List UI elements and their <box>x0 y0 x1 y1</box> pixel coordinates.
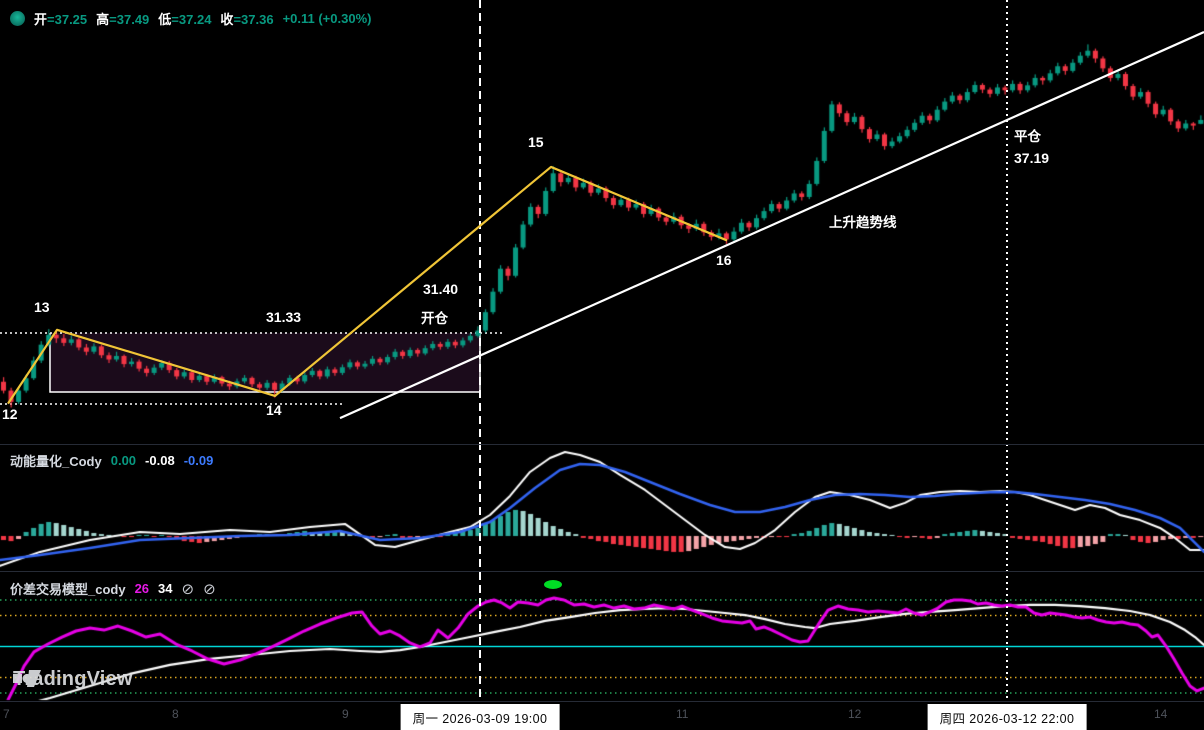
spread-title[interactable]: 价差交易模型_cody <box>10 582 126 597</box>
wave-point-15-label[interactable]: 15 <box>528 134 544 150</box>
tradingview-logo-text: TradingView <box>13 668 133 690</box>
wave-point-14-label[interactable]: 14 <box>266 402 282 418</box>
time-axis-separator <box>0 701 1204 702</box>
wave-point-16-label[interactable]: 16 <box>716 252 732 268</box>
ohlc-close: 收=37.36 <box>220 12 274 27</box>
box-top-price-label[interactable]: 31.33 <box>266 309 302 325</box>
wave-point-13-label[interactable]: 13 <box>34 299 50 315</box>
ohlc-change: +0.11 (+0.30%) <box>282 11 372 26</box>
momentum-value-slow: -0.09 <box>183 453 214 468</box>
wave-point-12-label[interactable]: 12 <box>2 406 18 422</box>
time-axis-tick[interactable]: 11 <box>676 707 689 721</box>
ohlc-high: 高=37.49 <box>96 12 150 27</box>
pane-separator[interactable] <box>0 571 1204 572</box>
series-icon[interactable] <box>10 11 25 26</box>
hidden-value-icon: ⊘ <box>203 580 216 598</box>
time-axis-tick[interactable]: 14 <box>1154 707 1168 721</box>
open-position-label[interactable]: 开仓 <box>421 311 448 326</box>
momentum-value-fast: -0.08 <box>145 453 175 468</box>
uptrend-line[interactable] <box>339 30 1204 420</box>
exit-price-label[interactable]: 37.19 <box>1014 150 1050 166</box>
entry-price-label[interactable]: 31.40 <box>423 281 459 297</box>
time-axis-tick[interactable]: 12 <box>848 707 862 721</box>
ohlc-low: 低=37.24 <box>158 12 212 27</box>
time-axis-tick[interactable]: 8 <box>172 707 179 721</box>
ohlc-legend: 开=37.25 高=37.49 低=37.24 收=37.36 +0.11 (+… <box>10 9 371 28</box>
close-position-label[interactable]: 平仓 <box>1014 129 1041 144</box>
tradingview-logo-icon <box>13 670 41 687</box>
crosshair-time-label: 周四 2026-03-12 22:00 <box>927 704 1087 730</box>
crosshair-time-label: 周一 2026-03-09 19:00 <box>400 704 560 730</box>
spread-param-2: 34 <box>158 581 173 596</box>
spread-legend: 价差交易模型_cody 26 34 ⊘ ⊘ <box>10 579 216 598</box>
time-axis-tick[interactable]: 9 <box>342 707 349 721</box>
pane-separator[interactable] <box>0 444 1204 445</box>
momentum-title[interactable]: 动能量化_Cody <box>10 454 102 469</box>
momentum-value-hist: 0.00 <box>110 453 137 468</box>
zigzag-wave-line[interactable] <box>7 165 728 405</box>
spread-param-1: 26 <box>134 581 150 596</box>
time-axis-tick[interactable]: 7 <box>3 707 10 721</box>
tradingview-logo[interactable]: TradingView <box>13 668 133 691</box>
uptrend-line-label[interactable]: 上升趋势线 <box>829 215 897 230</box>
ohlc-open: 开=37.25 <box>34 12 88 27</box>
buy-signal-marker[interactable] <box>544 580 562 589</box>
momentum-legend: 动能量化_Cody 0.00 -0.08 -0.09 <box>10 451 213 470</box>
hidden-value-icon: ⊘ <box>181 580 195 598</box>
